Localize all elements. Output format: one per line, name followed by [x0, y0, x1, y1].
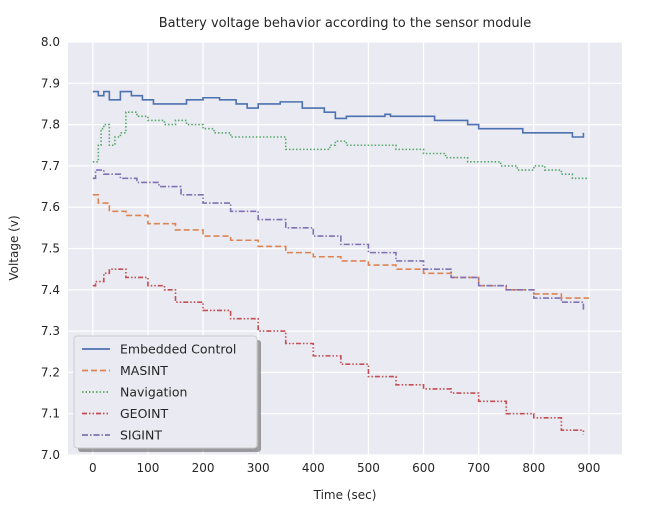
legend-label: SIGINT: [120, 428, 162, 443]
series-line-masint: [92, 194, 589, 299]
y-tick-label: 7.3: [41, 324, 60, 338]
series-line-sigint: [92, 169, 585, 311]
x-tick-label: 0: [89, 461, 97, 475]
y-tick-label: 7.4: [41, 283, 60, 297]
x-tick-label: 100: [136, 461, 159, 475]
y-tick-label: 7.7: [41, 159, 60, 173]
y-tick-label: 7.9: [41, 76, 60, 90]
y-tick-label: 7.6: [41, 200, 60, 214]
x-tick-label: 500: [357, 461, 380, 475]
legend: Embedded Control MASINT Navigation GEOINT SI…: [73, 335, 261, 452]
y-tick-label: 7.0: [41, 448, 60, 462]
y-tick-label: 7.1: [41, 407, 60, 421]
x-tick-label: 300: [247, 461, 270, 475]
x-tick-label: 900: [577, 461, 600, 475]
series-line-geoint: [92, 268, 585, 435]
legend-label: Navigation: [120, 385, 187, 400]
y-axis-label: Voltage (v): [7, 215, 21, 280]
series-line-embedded-control: [92, 90, 585, 138]
legend-label: GEOINT: [120, 406, 168, 421]
x-axis-label: Time (sec): [313, 488, 377, 502]
x-tick-label: 200: [192, 461, 215, 475]
y-tick-label: 7.2: [41, 365, 60, 379]
x-tick-label: 400: [302, 461, 325, 475]
y-tick-label: 7.8: [41, 118, 60, 132]
x-tick-label: 700: [467, 461, 490, 475]
x-tick-label: 800: [522, 461, 545, 475]
y-tick-label: 8.0: [41, 35, 60, 49]
legend-label: Embedded Control: [120, 342, 236, 357]
y-tick-label: 7.5: [41, 242, 60, 256]
x-tick-label: 600: [412, 461, 435, 475]
chart-title: Battery voltage behavior according to th…: [159, 16, 532, 31]
series-line-navigation: [92, 111, 589, 180]
legend-label: MASINT: [120, 363, 168, 378]
